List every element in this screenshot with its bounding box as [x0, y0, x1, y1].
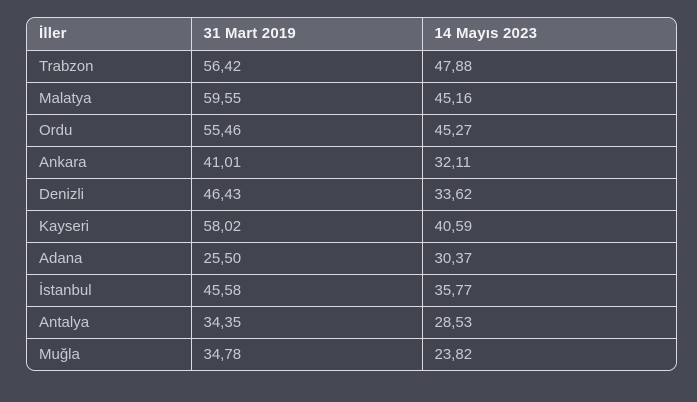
value-2019-cell: 46,43: [191, 178, 423, 211]
value-2023-cell: 32,11: [422, 146, 676, 179]
value-2019-cell: 59,55: [191, 82, 423, 115]
province-cell: Denizli: [27, 178, 192, 211]
province-cell: Ankara: [27, 146, 192, 179]
value-2019-cell: 34,35: [191, 306, 423, 339]
value-2019-cell: 56,42: [191, 50, 423, 83]
column-header-31-mart-2019: 31 Mart 2019: [191, 18, 423, 51]
province-cell: Kayseri: [27, 210, 192, 243]
data-table: İller 31 Mart 2019 14 Mayıs 2023 Trabzon…: [27, 18, 676, 370]
table-row: Malatya 59,55 45,16: [27, 82, 676, 115]
table-row: İstanbul 45,58 35,77: [27, 274, 676, 307]
table-row: Denizli 46,43 33,62: [27, 178, 676, 211]
table-row: Trabzon 56,42 47,88: [27, 50, 676, 83]
table-row: Ankara 41,01 32,11: [27, 146, 676, 179]
value-2023-cell: 40,59: [422, 210, 676, 243]
value-2023-cell: 45,27: [422, 114, 676, 147]
value-2019-cell: 55,46: [191, 114, 423, 147]
value-2019-cell: 41,01: [191, 146, 423, 179]
value-2023-cell: 23,82: [422, 338, 676, 370]
table-row: Antalya 34,35 28,53: [27, 306, 676, 339]
table-row: Muğla 34,78 23,82: [27, 338, 676, 370]
province-cell: Malatya: [27, 82, 192, 115]
value-2023-cell: 28,53: [422, 306, 676, 339]
column-header-14-mayis-2023: 14 Mayıs 2023: [422, 18, 676, 51]
table-row: Adana 25,50 30,37: [27, 242, 676, 275]
value-2019-cell: 45,58: [191, 274, 423, 307]
province-cell: Antalya: [27, 306, 192, 339]
value-2019-cell: 34,78: [191, 338, 423, 370]
value-2019-cell: 25,50: [191, 242, 423, 275]
table-row: Ordu 55,46 45,27: [27, 114, 676, 147]
value-2023-cell: 45,16: [422, 82, 676, 115]
province-cell: Ordu: [27, 114, 192, 147]
province-cell: Adana: [27, 242, 192, 275]
value-2023-cell: 33,62: [422, 178, 676, 211]
province-cell: İstanbul: [27, 274, 192, 307]
province-results-table: İller 31 Mart 2019 14 Mayıs 2023 Trabzon…: [26, 17, 677, 371]
table-row: Kayseri 58,02 40,59: [27, 210, 676, 243]
province-cell: Trabzon: [27, 50, 192, 83]
province-cell: Muğla: [27, 338, 192, 370]
value-2023-cell: 35,77: [422, 274, 676, 307]
table-header-row: İller 31 Mart 2019 14 Mayıs 2023: [27, 18, 676, 51]
value-2023-cell: 30,37: [422, 242, 676, 275]
value-2023-cell: 47,88: [422, 50, 676, 83]
value-2019-cell: 58,02: [191, 210, 423, 243]
column-header-provinces: İller: [27, 18, 192, 51]
